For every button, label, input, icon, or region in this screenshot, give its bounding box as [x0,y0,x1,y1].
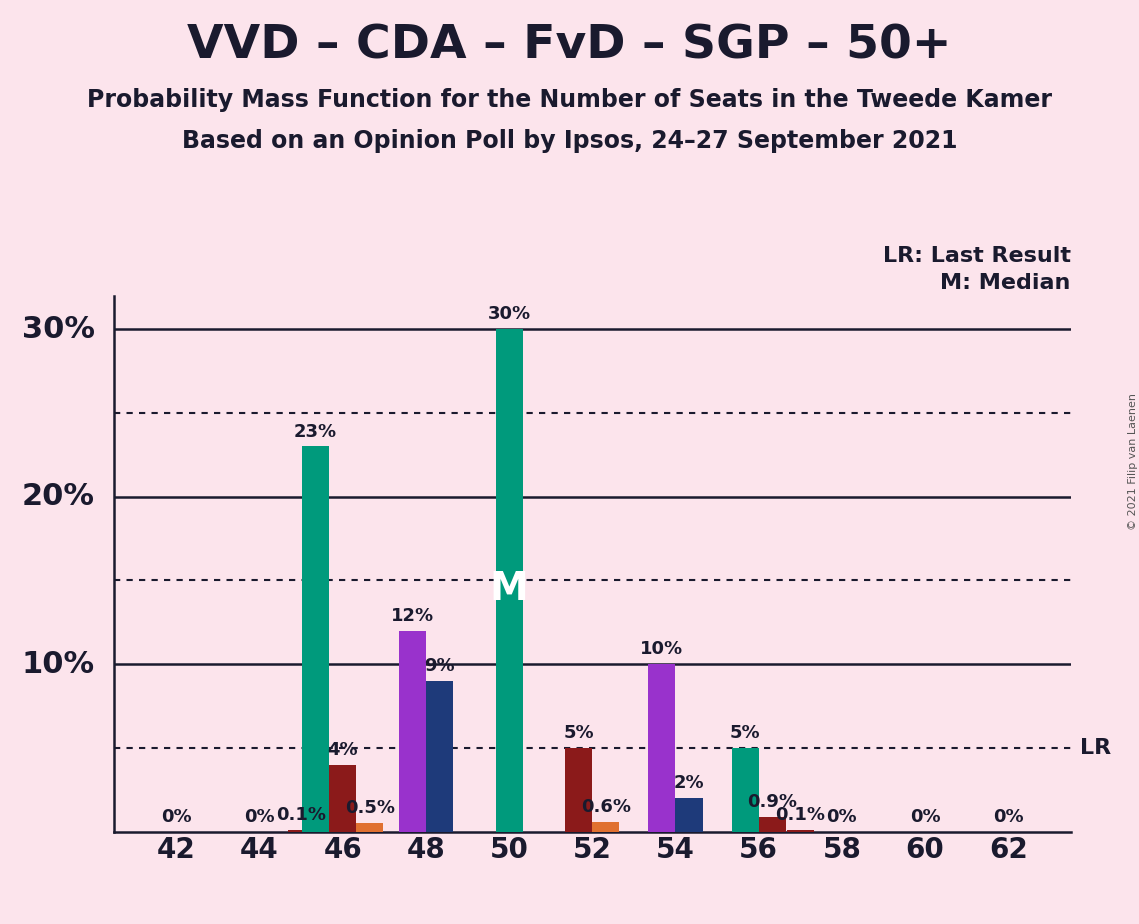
Text: 0.1%: 0.1% [776,806,826,824]
Text: 4%: 4% [327,741,358,759]
Text: 0.5%: 0.5% [345,799,395,818]
Bar [675,798,703,832]
Text: 0%: 0% [244,808,274,826]
Bar [592,821,620,832]
Text: 0%: 0% [827,808,858,826]
Text: 0%: 0% [993,808,1024,826]
Text: 23%: 23% [294,422,337,441]
Text: 10%: 10% [640,640,683,658]
Bar [329,765,357,832]
Text: 12%: 12% [391,607,434,625]
Bar [495,329,523,832]
Text: 0%: 0% [161,808,191,826]
Text: 0.1%: 0.1% [276,806,326,824]
Text: Based on an Opinion Poll by Ipsos, 24–27 September 2021: Based on an Opinion Poll by Ipsos, 24–27… [182,129,957,153]
Text: 20%: 20% [22,482,95,511]
Bar [287,830,314,832]
Bar [731,748,759,832]
Bar [426,681,453,832]
Text: LR: Last Result: LR: Last Result [883,246,1071,266]
Text: 2%: 2% [673,774,704,792]
Bar [399,630,426,832]
Text: 0%: 0% [910,808,941,826]
Text: LR: LR [1080,738,1112,758]
Bar [565,748,592,832]
Text: © 2021 Filip van Laenen: © 2021 Filip van Laenen [1129,394,1138,530]
Bar [648,664,675,832]
Bar [787,830,813,832]
Bar [357,823,383,832]
Text: M: Median: M: Median [941,273,1071,293]
Text: M: M [490,570,528,608]
Text: 0.6%: 0.6% [581,797,631,816]
Bar [759,817,786,832]
Text: Probability Mass Function for the Number of Seats in the Tweede Kamer: Probability Mass Function for the Number… [87,88,1052,112]
Bar [302,446,329,832]
Text: 30%: 30% [22,315,95,344]
Text: 9%: 9% [424,657,454,675]
Text: 0.9%: 0.9% [747,793,797,810]
Text: 5%: 5% [730,724,761,742]
Text: VVD – CDA – FvD – SGP – 50+: VVD – CDA – FvD – SGP – 50+ [187,23,952,68]
Text: 5%: 5% [564,724,595,742]
Text: 30%: 30% [487,305,531,323]
Text: 10%: 10% [22,650,95,678]
